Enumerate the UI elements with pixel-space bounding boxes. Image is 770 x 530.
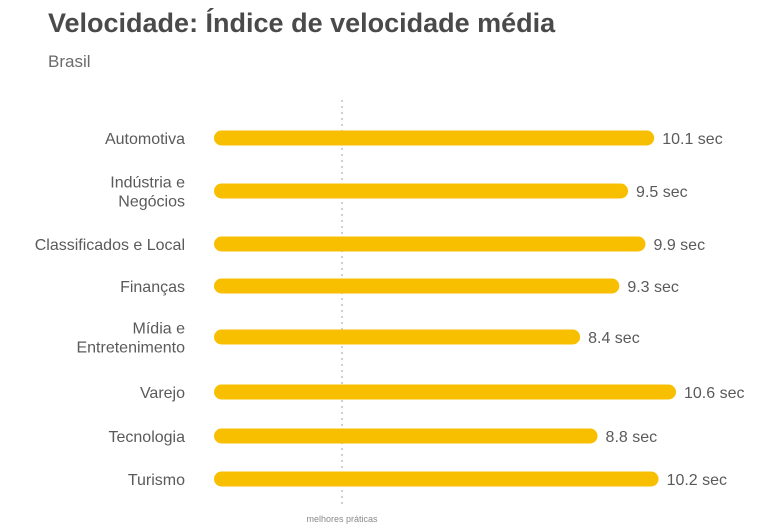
chart-title: Velocidade: Índice de velocidade média [48,8,556,38]
category-label: Indústria e [110,175,185,192]
bar [214,183,629,199]
category-label: Automotiva [105,131,185,148]
bar [214,384,676,400]
bar-value-label: 9.5 sec [636,184,688,201]
category-label: Finanças [120,279,185,296]
category-label: Tecnologia [109,429,186,446]
bar [214,130,655,146]
bar-value-label: 10.6 sec [684,385,744,402]
chart-subtitle: Brasil [48,52,91,71]
bar [214,471,659,487]
category-label: Classificados e Local [35,237,185,254]
reference-line-label: melhores práticas [306,514,378,524]
category-label: Turismo [128,472,185,489]
category-label: Mídia e [133,321,186,338]
bar [214,428,598,444]
bar-value-label: 9.3 sec [627,279,679,296]
bar-value-label: 10.1 sec [662,131,722,148]
bar-value-label: 10.2 sec [667,472,727,489]
bar [214,236,646,252]
bar [214,278,620,294]
category-label: Negócios [118,194,185,211]
category-label: Entretenimento [76,340,185,357]
bar-value-label: 9.9 sec [653,237,705,254]
bar-value-label: 8.4 sec [588,330,640,347]
bar-value-label: 8.8 sec [606,429,658,446]
bar [214,329,581,345]
category-label: Varejo [140,385,185,402]
